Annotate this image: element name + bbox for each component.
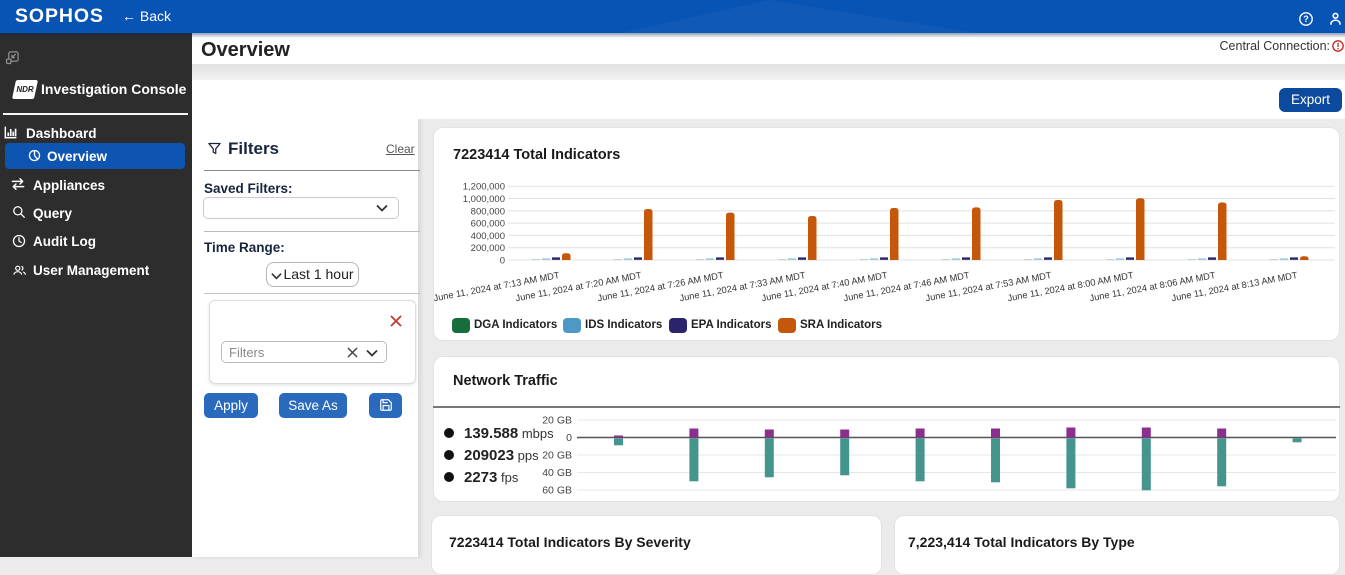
svg-text:800,000: 800,000 bbox=[471, 206, 505, 217]
svg-text:200,000: 200,000 bbox=[471, 243, 505, 254]
svg-text:0: 0 bbox=[566, 432, 572, 444]
svg-text:40 GB: 40 GB bbox=[542, 467, 572, 479]
svg-text:1,000,000: 1,000,000 bbox=[463, 194, 505, 205]
svg-text:400,000: 400,000 bbox=[471, 231, 505, 242]
svg-text:60 GB: 60 GB bbox=[542, 485, 572, 497]
svg-text:20 GB: 20 GB bbox=[542, 450, 572, 462]
svg-text:1,200,000: 1,200,000 bbox=[463, 182, 505, 193]
svg-text:0: 0 bbox=[500, 256, 505, 267]
svg-text:600,000: 600,000 bbox=[471, 219, 505, 230]
svg-text:?: ? bbox=[1303, 14, 1309, 24]
svg-text:20 GB: 20 GB bbox=[542, 415, 572, 427]
